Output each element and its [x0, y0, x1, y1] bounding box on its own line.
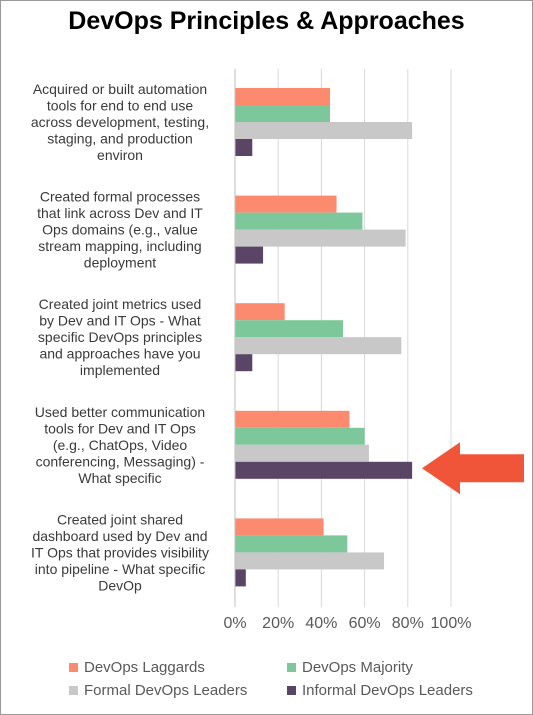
bar — [235, 410, 350, 428]
bar — [235, 320, 343, 338]
legend-item: DevOps Laggards — [69, 659, 287, 676]
x-tick-label: 20% — [262, 615, 294, 632]
bar — [235, 105, 331, 122]
legend-swatch — [287, 663, 296, 672]
bar — [235, 354, 253, 372]
legend-item: Formal DevOps Leaders — [69, 682, 287, 699]
x-tick-label: 60% — [349, 615, 381, 632]
x-tick-label: 40% — [305, 615, 337, 632]
chart-legend: DevOps Laggards DevOps Majority Formal Dev… — [69, 659, 509, 699]
bar — [235, 461, 413, 479]
bar — [235, 535, 348, 553]
legend-swatch — [69, 663, 78, 672]
bar — [235, 444, 369, 462]
bar — [235, 337, 402, 355]
bar — [235, 195, 337, 213]
bar — [235, 518, 324, 536]
category-label: Created formal processes that link across… — [37, 189, 203, 271]
legend-item: Informal DevOps Leaders — [287, 682, 497, 699]
bar — [235, 246, 264, 264]
chart-title: DevOps Principles & Approaches — [68, 7, 465, 35]
bar — [235, 569, 246, 587]
x-tick-label: 100% — [431, 615, 472, 632]
bar — [235, 303, 285, 321]
x-tick-label: 80% — [392, 615, 424, 632]
highlight-arrow-icon — [422, 442, 524, 495]
bar — [235, 229, 406, 247]
legend-label: DevOps Majority — [302, 659, 413, 676]
legend-label: Informal DevOps Leaders — [302, 682, 473, 699]
bar — [235, 552, 385, 570]
legend-swatch — [69, 686, 78, 695]
x-tick-label: 0% — [223, 615, 246, 632]
category-label: Created joint shared dashboard used by De… — [31, 511, 209, 593]
bar — [235, 139, 253, 156]
bar — [235, 427, 365, 445]
category-label: Used better communication tools for Dev a… — [35, 404, 205, 486]
bar — [235, 212, 363, 230]
legend-label: DevOps Laggards — [84, 659, 205, 676]
legend-item: DevOps Majority — [287, 659, 497, 676]
legend-swatch — [287, 686, 296, 695]
legend-label: Formal DevOps Leaders — [84, 682, 248, 699]
bar — [235, 122, 413, 139]
bar — [235, 88, 331, 105]
category-label: Created joint metrics used by Dev and IT … — [38, 296, 202, 378]
category-label: Acquired or built automation tools for en… — [31, 81, 209, 163]
